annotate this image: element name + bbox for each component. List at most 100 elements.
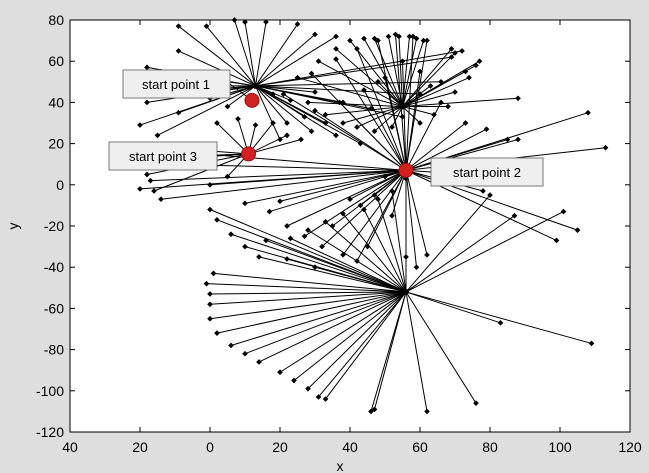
path-line <box>139 85 256 126</box>
endpoint-marker <box>322 219 329 225</box>
endpoint-marker <box>301 233 308 240</box>
path-line <box>258 291 407 363</box>
endpoint-marker <box>462 120 469 126</box>
path-line <box>374 38 403 107</box>
endpoint-marker <box>256 254 262 260</box>
path-line <box>304 169 407 237</box>
endpoint-marker <box>277 369 283 376</box>
endpoint-marker <box>389 212 395 219</box>
endpoint-marker <box>452 89 458 95</box>
path-line <box>216 291 407 334</box>
endpoint-marker <box>242 200 248 207</box>
path-line <box>402 52 456 107</box>
start-point-1-annotation: start point 1 <box>122 69 231 99</box>
path-line <box>255 85 312 132</box>
endpoint-marker <box>158 196 164 203</box>
x-tick-label: 100 <box>548 439 572 455</box>
endpoint-marker <box>147 177 154 184</box>
path-line <box>402 106 435 116</box>
endpoint-marker <box>214 120 220 126</box>
endpoint-marker <box>312 107 318 114</box>
endpoint-marker <box>284 223 290 229</box>
path-line <box>402 38 417 107</box>
start-point-2-box <box>430 157 544 187</box>
path-line <box>325 221 407 293</box>
x-tick-label: 40 <box>62 439 78 455</box>
start-point-3-box <box>108 141 218 171</box>
path-line <box>405 139 508 171</box>
endpoint-marker <box>207 291 213 297</box>
path-line <box>363 89 407 171</box>
endpoint-marker <box>291 377 297 384</box>
path-line <box>349 169 407 200</box>
endpoint-marker <box>588 340 595 347</box>
path-line <box>402 40 424 107</box>
endpoint-marker <box>340 210 346 217</box>
endpoint-marker <box>375 196 381 203</box>
hub-3-paths <box>203 175 595 415</box>
axes: 40 20 0 20 40 60 80 100 120 80 60 40 20 0 -20 -40 -60 -80… <box>5 12 642 473</box>
endpoint-marker <box>585 109 591 116</box>
endpoint-marker <box>361 206 367 213</box>
endpoint-marker <box>515 95 521 102</box>
path-line <box>374 291 407 410</box>
path-line <box>377 199 407 293</box>
endpoint-marker <box>333 132 339 139</box>
path-line <box>255 34 316 87</box>
path-line <box>255 85 421 95</box>
endpoint-marker <box>252 122 259 128</box>
y-tick-label: 80 <box>48 12 64 28</box>
endpoint-marker <box>242 243 248 250</box>
path-line <box>255 85 288 124</box>
path-line <box>209 291 407 295</box>
endpoint-marker <box>284 256 290 262</box>
path-line <box>377 81 403 107</box>
path-line <box>255 85 361 145</box>
endpoint-marker <box>228 231 234 238</box>
path-line <box>255 36 337 87</box>
path-line <box>293 291 407 381</box>
y-tick-label: -100 <box>36 383 64 399</box>
y-tick-label: 40 <box>48 94 64 110</box>
path-line <box>255 85 403 118</box>
path-line <box>405 215 515 293</box>
start-point-3-annotation: start point 3 <box>108 141 218 171</box>
endpoint-marker <box>389 188 395 194</box>
path-line <box>255 85 281 140</box>
path-line <box>244 169 407 204</box>
path-line <box>335 48 403 107</box>
path-line <box>318 60 403 107</box>
x-tick-label: 0 <box>206 439 214 455</box>
endpoint-marker <box>319 243 325 250</box>
path-line <box>402 85 431 107</box>
endpoint-marker <box>242 350 248 357</box>
endpoint-marker <box>389 124 395 130</box>
endpoint-marker <box>214 216 220 223</box>
path-line <box>265 239 407 293</box>
endpoint-marker <box>417 68 423 75</box>
path-line <box>360 169 407 206</box>
endpoint-marker <box>315 394 322 400</box>
endpoint-marker <box>280 91 287 97</box>
path-line <box>255 85 291 101</box>
x-tick-label: 120 <box>618 439 642 455</box>
path-line <box>402 61 407 171</box>
path-line <box>402 97 519 108</box>
path-line <box>307 101 403 108</box>
path-line <box>339 102 407 171</box>
endpoint-marker <box>511 212 518 219</box>
path-line <box>150 169 407 182</box>
endpoint-marker <box>287 235 294 242</box>
path-line <box>314 266 407 293</box>
path-line <box>255 85 316 93</box>
endpoint-marker <box>137 186 143 192</box>
path-line <box>325 106 403 116</box>
path-line <box>405 170 428 255</box>
path-line <box>405 211 564 293</box>
path-line <box>255 56 452 87</box>
endpoint-marker <box>175 23 182 30</box>
endpoint-marker <box>329 223 336 229</box>
endpoint-marker <box>305 99 311 106</box>
y-tick-label: 20 <box>48 136 64 152</box>
